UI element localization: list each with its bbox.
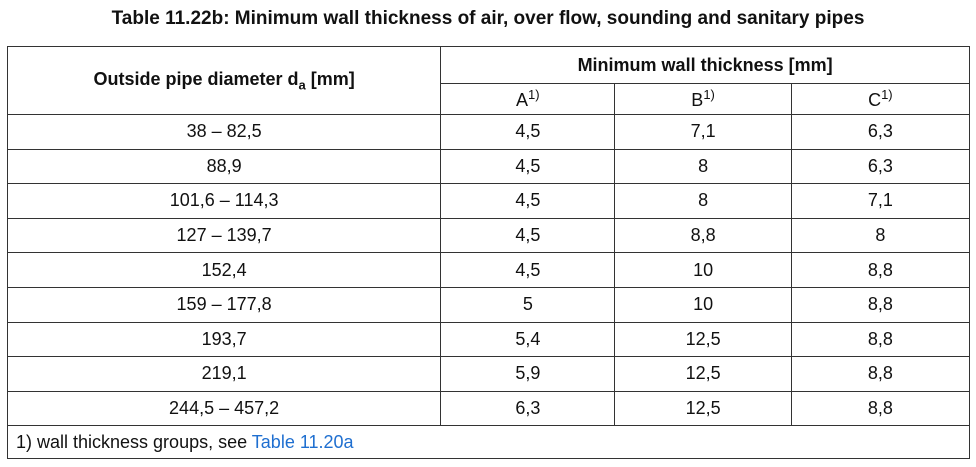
cell-c: 8: [790, 217, 971, 254]
footnote-link-table-11-20a[interactable]: Table 11.20a: [251, 431, 354, 452]
cell-c: 8,8: [790, 390, 971, 427]
table-footnote: 1) wall thickness groups, see Table 11.2…: [7, 425, 970, 460]
footnote-text: 1) wall thickness groups, see: [16, 431, 252, 452]
cell-a: 5,9: [440, 356, 616, 392]
header-group-c: C1): [790, 83, 971, 115]
cell-a: 4,5: [440, 217, 616, 254]
header-min-wall-thickness: Minimum wall thickness [mm]: [440, 46, 970, 84]
cell-c: 6,3: [790, 148, 971, 185]
header-group-c-label: C: [868, 90, 882, 110]
table-row: 127 – 139,7 4,5 8,8 8: [6, 217, 971, 254]
cell-b: 8: [614, 183, 792, 219]
cell-c: 8,8: [790, 252, 971, 288]
cell-b: 12,5: [614, 356, 792, 392]
table-caption: Table 11.22b: Minimum wall thickness of …: [111, 8, 865, 29]
cell-c: 7,1: [790, 183, 971, 219]
table-row: 38 – 82,5 4,5 7,1 6,3: [6, 114, 971, 150]
cell-a: 4,5: [440, 183, 616, 219]
table-row: 101,6 – 114,3 4,5 8 7,1: [6, 183, 971, 219]
cell-c: 8,8: [790, 321, 971, 358]
cell-diameter: 101,6 – 114,3: [6, 183, 442, 219]
cell-diameter: 244,5 – 457,2: [6, 390, 442, 427]
cell-b: 10: [614, 286, 792, 323]
wall-thickness-table: Outside pipe diameter da [mm] Minimum wa…: [6, 46, 971, 460]
header-group-a: A1): [440, 83, 616, 115]
header-group-a-label: A: [516, 90, 529, 110]
cell-diameter: 152,4: [6, 252, 442, 288]
header-outside-diameter: Outside pipe diameter da [mm]: [6, 46, 442, 115]
cell-c: 6,3: [790, 114, 971, 150]
cell-c: 8,8: [790, 356, 971, 392]
cell-b: 8: [614, 148, 792, 185]
table-row: 88,9 4,5 8 6,3: [6, 148, 971, 185]
header-diameter-subscript: a: [298, 77, 306, 93]
cell-b: 8,8: [614, 217, 792, 254]
header-group-b-label: B: [691, 90, 704, 110]
header-group-c-note: 1): [881, 87, 893, 102]
cell-a: 5,4: [440, 321, 616, 358]
cell-diameter: 88,9: [6, 148, 442, 185]
cell-diameter: 159 – 177,8: [6, 286, 442, 323]
cell-diameter: 219,1: [6, 356, 442, 392]
table-row: 219,1 5,9 12,5 8,8: [6, 356, 971, 392]
header-diameter-unit: [mm]: [305, 68, 355, 89]
cell-b: 10: [614, 252, 792, 288]
cell-a: 4,5: [440, 252, 616, 288]
cell-b: 12,5: [614, 321, 792, 358]
table-row: 152,4 4,5 10 8,8: [6, 252, 971, 288]
header-group-b-note: 1): [703, 87, 715, 102]
cell-a: 4,5: [440, 148, 616, 185]
table-row: 244,5 – 457,2 6,3 12,5 8,8: [6, 390, 971, 427]
cell-diameter: 193,7: [6, 321, 442, 358]
cell-a: 6,3: [440, 390, 616, 427]
cell-b: 7,1: [614, 114, 792, 150]
table-row: 193,7 5,4 12,5 8,8: [6, 321, 971, 358]
table-row: 159 – 177,8 5 10 8,8: [6, 286, 971, 323]
cell-b: 12,5: [614, 390, 792, 427]
cell-diameter: 127 – 139,7: [6, 217, 442, 254]
header-diameter-prefix: Outside pipe diameter d: [93, 68, 299, 89]
cell-diameter: 38 – 82,5: [6, 114, 442, 150]
cell-a: 4,5: [440, 114, 616, 150]
header-group-b: B1): [614, 83, 792, 115]
header-group-a-note: 1): [528, 87, 540, 102]
cell-a: 5: [440, 286, 616, 323]
cell-c: 8,8: [790, 286, 971, 323]
